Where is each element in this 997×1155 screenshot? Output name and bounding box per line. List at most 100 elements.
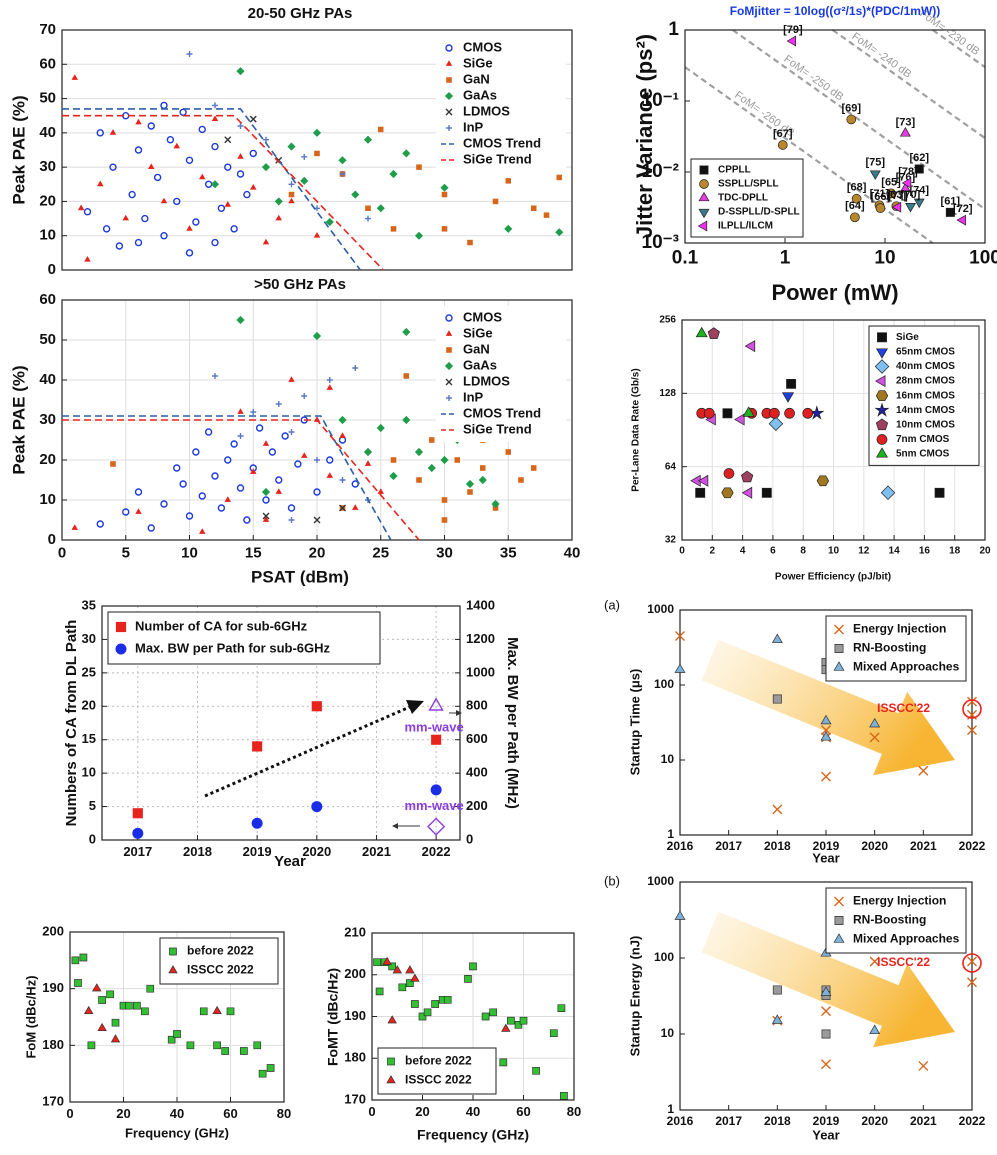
data-point bbox=[390, 457, 397, 463]
data-point bbox=[427, 463, 436, 473]
data-point bbox=[339, 171, 346, 177]
point-label: [69] bbox=[841, 102, 861, 114]
point-label: [68] bbox=[847, 182, 867, 194]
x-tick-label: 80 bbox=[567, 1104, 581, 1119]
data-point bbox=[115, 242, 124, 250]
legend-symbol bbox=[834, 916, 844, 925]
data-point bbox=[217, 204, 226, 212]
data-point bbox=[967, 956, 977, 967]
data-point bbox=[71, 956, 80, 965]
data-point bbox=[431, 1000, 439, 1008]
legend-label: 14nm CMOS bbox=[896, 405, 955, 416]
data-point bbox=[311, 701, 322, 712]
x-tick-label: 1 bbox=[780, 248, 791, 269]
data-point bbox=[761, 487, 772, 498]
data-point bbox=[489, 1008, 498, 1017]
data-point bbox=[402, 327, 411, 337]
x-tick-label: 2016 bbox=[667, 1114, 694, 1128]
x-axis-label: Power Efficiency (pJ/bit) bbox=[775, 572, 891, 583]
data-point bbox=[742, 406, 755, 417]
data-point bbox=[695, 326, 708, 338]
data-point bbox=[211, 238, 219, 247]
point-label: [63] bbox=[887, 189, 907, 201]
data-point bbox=[237, 433, 244, 439]
legend-label: GaN bbox=[463, 71, 490, 86]
data-point bbox=[431, 734, 442, 745]
data-point bbox=[869, 732, 880, 743]
y-axis-label: Startup Energy (nJ) bbox=[627, 936, 642, 1057]
data-point bbox=[106, 990, 114, 999]
data-point bbox=[325, 217, 334, 227]
data-point bbox=[416, 477, 422, 483]
legend-label: SiGe bbox=[463, 55, 493, 70]
legend-label: 16nm CMOS bbox=[896, 390, 955, 401]
data-point bbox=[148, 163, 155, 169]
annotation-point bbox=[428, 697, 444, 711]
point-label: [66] bbox=[871, 191, 891, 203]
data-point bbox=[875, 203, 886, 213]
data-point bbox=[846, 114, 857, 125]
legend-label: RN-Boosting bbox=[853, 913, 926, 927]
data-point bbox=[850, 212, 860, 223]
data-point bbox=[71, 74, 78, 80]
y-tick-label: 20 bbox=[39, 451, 56, 468]
data-point bbox=[501, 1023, 511, 1032]
legend-symbol bbox=[446, 125, 452, 131]
y-tick-label: 1000 bbox=[647, 874, 674, 888]
trend-line bbox=[62, 419, 420, 541]
data-point bbox=[821, 1029, 831, 1039]
data-point bbox=[141, 1007, 149, 1016]
data-point bbox=[199, 1007, 208, 1016]
data-point bbox=[781, 392, 795, 403]
y-tick-label: 10⁻³ bbox=[642, 232, 680, 253]
point-label: [70] bbox=[901, 189, 921, 201]
x-tick-label: 2020 bbox=[302, 844, 331, 859]
y-tick-label: 64 bbox=[665, 461, 677, 472]
data-point bbox=[236, 170, 245, 178]
trend-arrow bbox=[204, 704, 413, 798]
data-point bbox=[110, 1034, 121, 1043]
data-point bbox=[389, 169, 398, 179]
legend-label: ISSCC 2022 bbox=[187, 963, 254, 977]
y-tick-label: 10 bbox=[661, 752, 675, 766]
data-point bbox=[734, 413, 745, 426]
data-point bbox=[314, 150, 320, 157]
y-tick-label: 180 bbox=[344, 1050, 366, 1065]
data-point bbox=[771, 633, 783, 644]
y-tick-label: 35 bbox=[82, 597, 96, 612]
y-axis-label: Numbers of CA from DL Path bbox=[63, 620, 80, 827]
data-point bbox=[226, 1007, 235, 1016]
data-point bbox=[402, 415, 411, 425]
data-point bbox=[465, 479, 475, 489]
axis-pointer-head bbox=[456, 710, 462, 716]
data-point bbox=[135, 118, 142, 125]
legend-label: before 2022 bbox=[187, 944, 254, 958]
x-tick-label: 35 bbox=[500, 544, 517, 561]
legend-label: before 2022 bbox=[405, 1054, 472, 1068]
data-point bbox=[185, 156, 194, 164]
data-point bbox=[339, 432, 346, 438]
plot-frame bbox=[101, 605, 461, 841]
data-point bbox=[224, 496, 231, 502]
legend-label: 5nm CMOS bbox=[896, 449, 950, 460]
data-point bbox=[185, 512, 194, 520]
legend-label: RN-Boosting bbox=[853, 641, 926, 655]
data-point bbox=[192, 218, 200, 226]
legend-symbol bbox=[446, 347, 452, 353]
legend-label: CMOS Trend bbox=[463, 405, 541, 420]
x-axis-label: Power (mW) bbox=[771, 280, 898, 305]
data-point bbox=[288, 191, 295, 198]
x-tick-label: 40 bbox=[170, 1106, 184, 1121]
legend-symbol bbox=[445, 330, 453, 336]
legend-label: Mixed Approaches bbox=[853, 660, 960, 674]
legend-label: Number of CA for sub-6GHz bbox=[135, 618, 308, 633]
data-point bbox=[772, 804, 783, 815]
data-point bbox=[326, 472, 333, 478]
data-point bbox=[186, 51, 193, 57]
data-point bbox=[967, 725, 977, 736]
y-tick-label: 0 bbox=[48, 531, 56, 548]
legend-label: SiGe Trend bbox=[463, 421, 532, 436]
legend-label: CMOS bbox=[463, 39, 502, 54]
y-tick-label: 100 bbox=[654, 950, 674, 964]
